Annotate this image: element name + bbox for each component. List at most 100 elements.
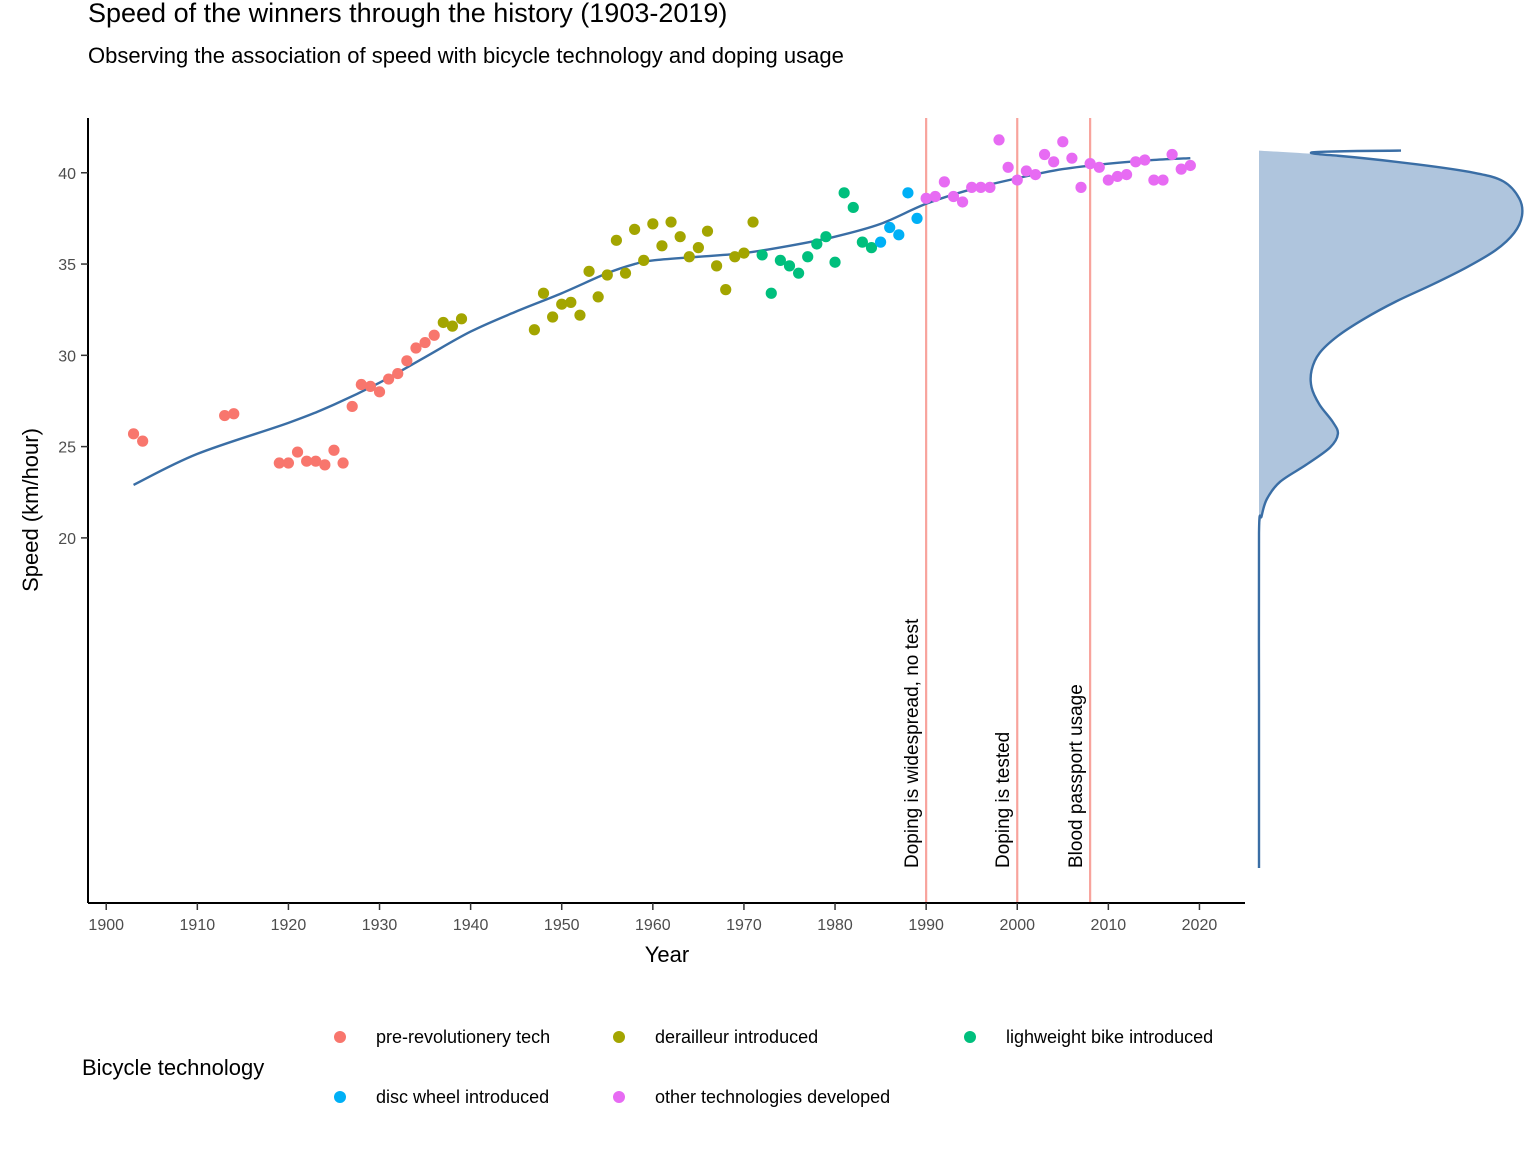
data-point bbox=[1175, 163, 1187, 175]
data-point bbox=[137, 435, 149, 447]
data-point bbox=[428, 329, 440, 341]
event-label: Doping is tested bbox=[993, 732, 1014, 868]
data-point bbox=[346, 400, 358, 413]
x-tick-label: 1930 bbox=[362, 917, 398, 934]
data-point bbox=[692, 242, 704, 254]
y-tick-label: 25 bbox=[58, 440, 76, 457]
x-tick-label: 2020 bbox=[1182, 917, 1218, 934]
data-point bbox=[1157, 174, 1169, 186]
legend-key bbox=[613, 1091, 625, 1103]
data-point bbox=[1011, 174, 1023, 186]
chart-title: Speed of the winners through the history… bbox=[88, 0, 727, 28]
y-tick-label: 40 bbox=[58, 166, 76, 183]
data-point bbox=[337, 457, 349, 469]
data-point bbox=[947, 190, 960, 203]
data-point bbox=[756, 249, 768, 261]
data-point bbox=[1048, 156, 1060, 168]
data-point bbox=[902, 187, 914, 199]
legend-label: disc wheel introduced bbox=[376, 1087, 549, 1107]
data-point bbox=[829, 256, 841, 268]
data-point bbox=[874, 236, 887, 248]
data-point bbox=[1184, 159, 1196, 172]
data-point bbox=[401, 355, 413, 367]
legend-key bbox=[613, 1031, 625, 1043]
data-point bbox=[1084, 158, 1096, 170]
data-point bbox=[847, 201, 859, 214]
data-point bbox=[437, 316, 449, 329]
trend-line bbox=[133, 156, 1191, 487]
event-label: Doping is widespread, no test bbox=[902, 618, 923, 868]
y-tick-label: 30 bbox=[58, 348, 76, 365]
data-point bbox=[556, 298, 568, 310]
data-point bbox=[446, 320, 459, 332]
data-point bbox=[820, 231, 832, 243]
data-point bbox=[601, 269, 613, 281]
data-point bbox=[1020, 165, 1032, 177]
x-axis-title: Year bbox=[645, 942, 689, 967]
x-tick-label: 1910 bbox=[180, 917, 216, 934]
data-point bbox=[1102, 174, 1114, 186]
x-tick-label: 1900 bbox=[88, 917, 124, 934]
data-point bbox=[884, 221, 896, 234]
density-curve bbox=[1257, 149, 1524, 868]
data-point bbox=[282, 457, 295, 469]
data-point bbox=[674, 231, 686, 243]
data-point bbox=[802, 251, 814, 263]
data-point bbox=[574, 309, 586, 321]
x-tick-label: 2010 bbox=[1091, 917, 1127, 934]
data-point bbox=[1066, 152, 1078, 164]
data-point bbox=[419, 336, 431, 349]
data-point bbox=[683, 251, 695, 263]
event-label: Blood passport usage bbox=[1066, 684, 1087, 868]
data-point bbox=[1029, 168, 1042, 181]
data-point bbox=[701, 225, 714, 237]
data-point bbox=[774, 254, 786, 266]
x-tick-label: 1940 bbox=[453, 917, 489, 934]
y-tick-label: 20 bbox=[58, 531, 76, 548]
data-point bbox=[747, 216, 759, 228]
data-point bbox=[565, 296, 577, 308]
density-panel bbox=[1257, 149, 1524, 868]
data-point bbox=[993, 134, 1005, 146]
data-point bbox=[410, 342, 422, 354]
data-point bbox=[528, 324, 541, 336]
data-point bbox=[929, 190, 941, 203]
data-point bbox=[547, 311, 559, 323]
x-tick-label: 1990 bbox=[908, 917, 944, 934]
data-point bbox=[738, 247, 750, 259]
data-point bbox=[592, 291, 604, 303]
data-point bbox=[629, 223, 641, 235]
data-point bbox=[811, 238, 823, 250]
x-tick-label: 2000 bbox=[999, 917, 1035, 934]
data-point bbox=[1002, 161, 1014, 173]
data-point bbox=[938, 176, 950, 188]
data-point bbox=[610, 234, 622, 246]
data-point bbox=[893, 229, 905, 241]
legend-label: other technologies developed bbox=[655, 1087, 890, 1107]
x-tick-label: 1920 bbox=[271, 917, 307, 934]
data-point bbox=[647, 218, 659, 230]
plot-area: Doping is widespread, no test Doping is t… bbox=[127, 118, 1196, 903]
data-point bbox=[537, 287, 550, 299]
data-point bbox=[1093, 161, 1105, 173]
data-point bbox=[1111, 170, 1124, 183]
data-point bbox=[1057, 136, 1069, 148]
data-point bbox=[364, 380, 377, 392]
data-point bbox=[1130, 156, 1142, 168]
data-point bbox=[765, 287, 777, 299]
legend-key bbox=[964, 1031, 976, 1043]
data-point bbox=[1075, 181, 1087, 193]
legend-label: lighweight bike introduced bbox=[1006, 1027, 1213, 1047]
data-point bbox=[783, 260, 796, 272]
data-point bbox=[455, 313, 468, 325]
data-point bbox=[638, 254, 650, 266]
x-tick-label: 1950 bbox=[544, 917, 580, 934]
data-point bbox=[1038, 148, 1051, 161]
y-axis-ticks: 20 25 30 35 40 bbox=[58, 166, 88, 548]
data-point bbox=[291, 446, 304, 458]
data-point bbox=[1139, 154, 1151, 166]
data-point bbox=[127, 428, 140, 440]
density-fill bbox=[1259, 150, 1523, 534]
data-point bbox=[1120, 168, 1133, 181]
